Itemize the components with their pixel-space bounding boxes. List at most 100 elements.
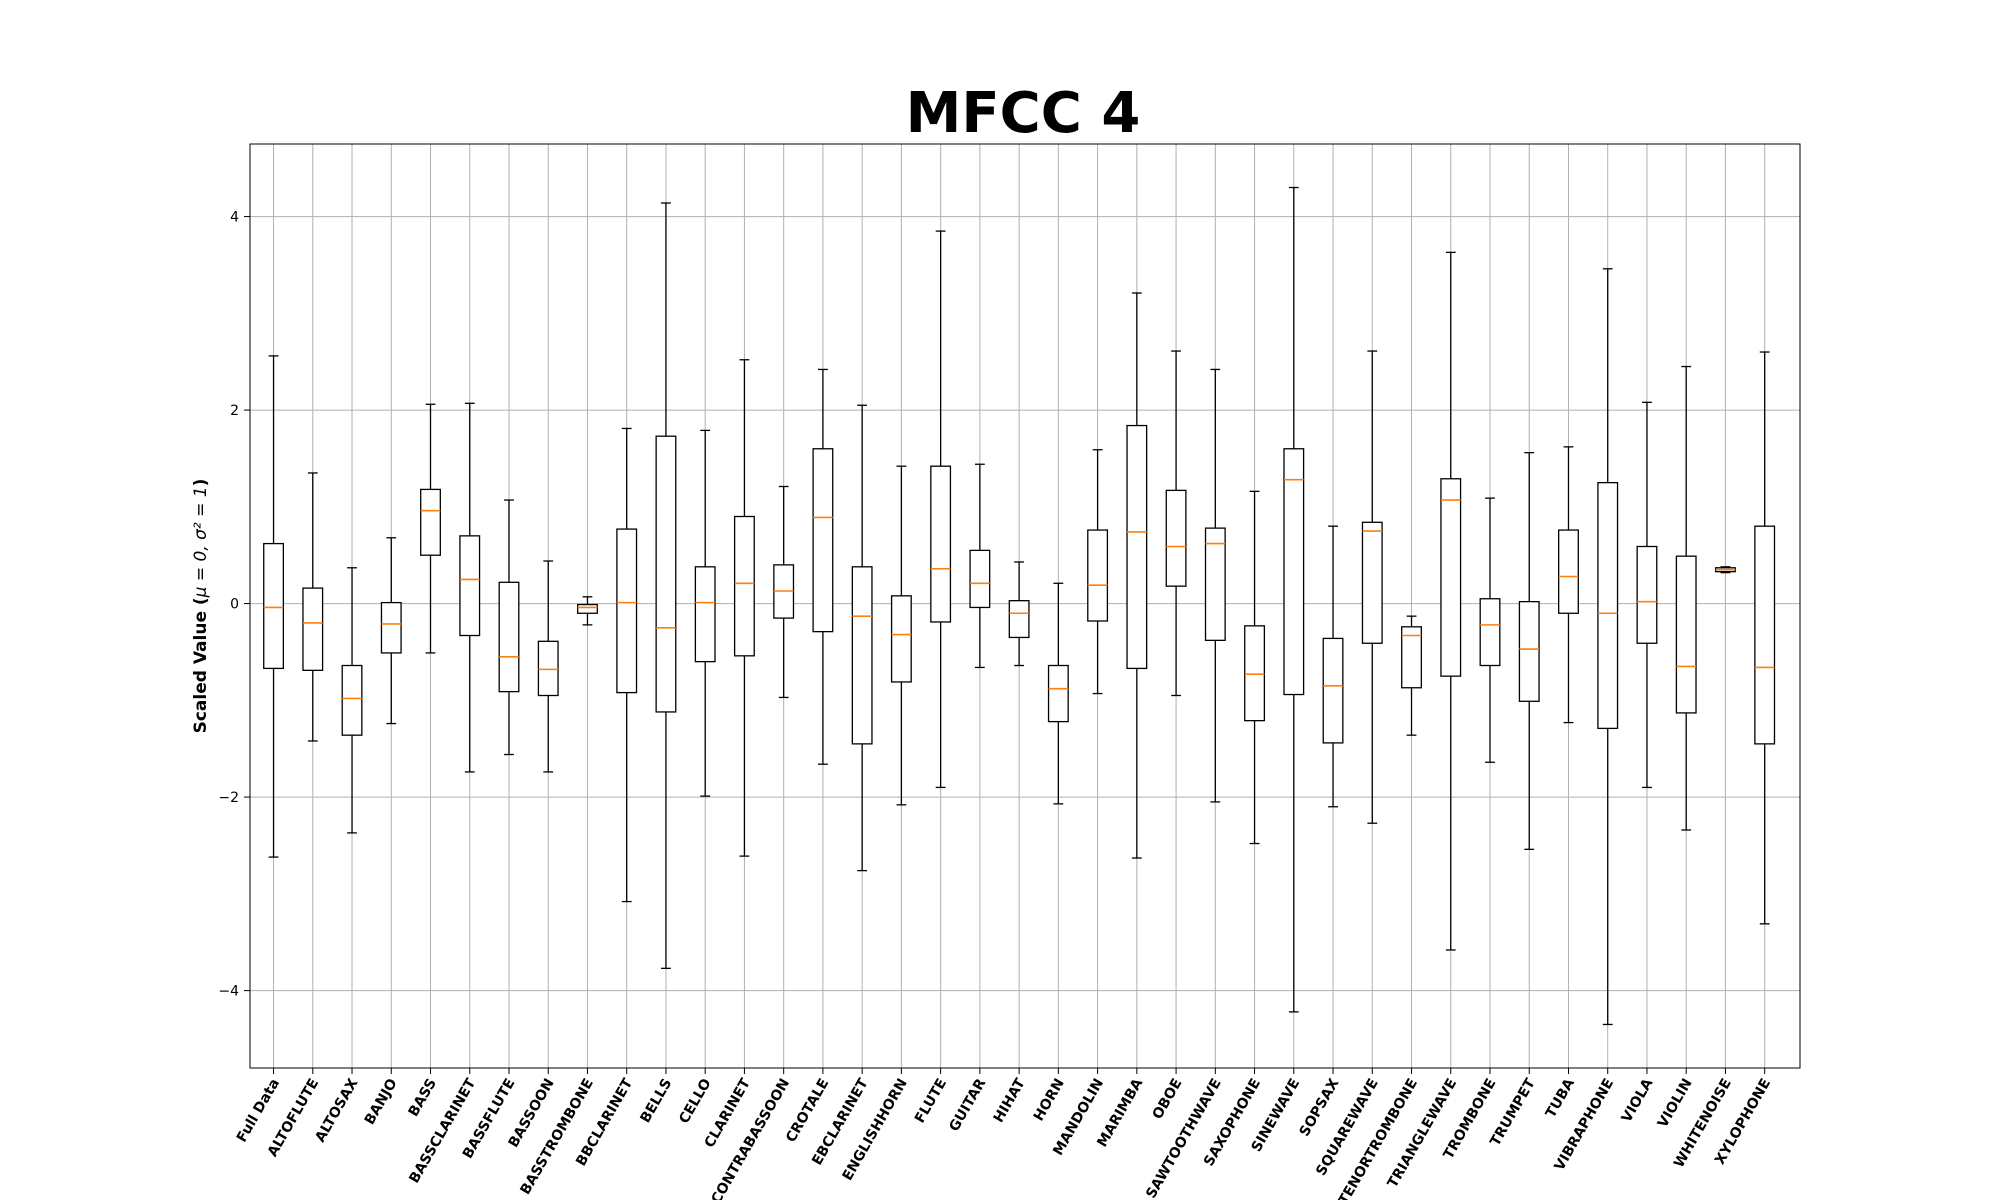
box-guitar	[969, 463, 991, 669]
box-sopsax	[1322, 525, 1344, 808]
box-trianglewave	[1440, 251, 1462, 951]
boxes	[263, 186, 1776, 1026]
y-tick-label: 0	[230, 597, 239, 613]
box-iqr	[1401, 626, 1422, 689]
box-bassclarinet	[459, 402, 481, 773]
x-tick-label: CELLO	[676, 1076, 714, 1127]
box-sawtoothwave	[1204, 368, 1226, 803]
box-iqr	[1165, 489, 1187, 587]
box-iqr	[616, 528, 638, 694]
y-tick-label: 4	[230, 210, 239, 226]
y-axis-label-math: μ = 0, σ² = 1	[191, 486, 211, 598]
y-axis-label-end: )	[191, 479, 211, 487]
y-tick-label: 2	[230, 403, 239, 419]
box-iqr	[537, 640, 559, 697]
box-englishhorn	[890, 465, 912, 806]
box-iqr	[341, 664, 363, 736]
y-tick-label: −4	[218, 984, 239, 1000]
x-tick-label: FLUTE	[912, 1076, 950, 1126]
box-iqr	[1558, 529, 1579, 614]
box-banjo	[380, 537, 402, 725]
y-axis-ticks: −4 −2 0 2 4	[218, 210, 250, 1000]
box-xylophone	[1754, 351, 1776, 925]
box-iqr	[1518, 600, 1540, 702]
box-iqr	[694, 566, 716, 663]
box-ebclarinet	[851, 404, 873, 872]
box-iqr	[1754, 525, 1776, 745]
box-iqr	[655, 435, 677, 713]
box-hihat	[1008, 561, 1030, 667]
box-marimba	[1126, 292, 1148, 859]
box-full-data	[263, 355, 285, 858]
x-tick-label: SAWTOOTHWAVE	[1143, 1076, 1225, 1200]
box-flute	[930, 230, 952, 789]
box-iqr	[890, 595, 912, 683]
box-iqr	[1126, 424, 1148, 670]
box-sinewave	[1283, 186, 1305, 1013]
box-iqr	[459, 535, 481, 637]
box-horn	[1047, 582, 1069, 805]
box-iqr	[969, 549, 991, 609]
y-tick-label: −2	[218, 790, 239, 806]
box-mandolin	[1087, 449, 1109, 695]
box-iqr	[263, 542, 285, 670]
box-iqr	[1008, 600, 1030, 639]
box-clarinet	[733, 359, 755, 857]
box-trombone	[1479, 497, 1501, 763]
box-iqr	[733, 515, 755, 657]
box-iqr	[1047, 664, 1069, 723]
box-bells	[655, 202, 677, 969]
box-basstrombone	[577, 596, 598, 626]
x-tick-label: OBOE	[1150, 1076, 1186, 1122]
box-iqr	[380, 601, 402, 654]
box-iqr	[1204, 527, 1226, 641]
y-axis-label: Scaled Value (μ = 0, σ² = 1)	[191, 479, 211, 734]
box-iqr	[498, 581, 520, 693]
box-cello	[694, 429, 716, 797]
box-iqr	[420, 488, 441, 556]
box-iqr	[1440, 478, 1462, 677]
box-vibraphone	[1597, 268, 1619, 1026]
x-tick-label: BELLS	[637, 1076, 675, 1126]
box-iqr	[577, 603, 598, 614]
box-tuba	[1558, 446, 1579, 724]
box-bass	[420, 403, 441, 654]
box-iqr	[1636, 545, 1658, 644]
box-iqr	[302, 587, 324, 671]
box-bassoon	[537, 560, 559, 773]
box-squarewave	[1361, 350, 1383, 824]
box-altoflute	[302, 472, 324, 742]
x-tick-label: BANJO	[362, 1076, 401, 1128]
box-iqr	[1479, 598, 1501, 667]
box-contrabassoon	[773, 485, 795, 699]
x-tick-label: BASS	[406, 1076, 440, 1120]
chart-title: MFCC 4	[906, 81, 1141, 146]
x-tick-label: HORN	[1031, 1076, 1068, 1124]
box-oboe	[1165, 350, 1187, 697]
x-tick-label: TUBA	[1543, 1076, 1578, 1121]
y-axis-label-main: Scaled Value (	[191, 597, 211, 733]
box-crotale	[812, 368, 834, 765]
box-iqr	[1322, 637, 1344, 744]
box-tenortrombone	[1401, 615, 1422, 736]
box-iqr	[1597, 481, 1619, 730]
x-tick-label: BASSTROMBONE	[518, 1076, 597, 1198]
box-viola	[1636, 401, 1658, 789]
box-violin	[1675, 365, 1697, 831]
x-tick-label: VIOLIN	[1655, 1076, 1696, 1131]
box-bbclarinet	[616, 427, 638, 903]
box-iqr	[1283, 448, 1305, 696]
box-bassflute	[498, 499, 520, 756]
x-tick-label: HIHAT	[991, 1076, 1029, 1126]
box-saxophone	[1244, 490, 1266, 845]
box-trumpet	[1518, 451, 1540, 850]
box-iqr	[930, 465, 952, 623]
box-iqr	[851, 566, 873, 745]
x-tick-label: VIOLA	[1619, 1076, 1657, 1125]
box-iqr	[1244, 625, 1266, 722]
box-iqr	[1675, 555, 1697, 714]
box-whitenoise	[1714, 566, 1736, 574]
box-iqr	[1361, 521, 1383, 644]
